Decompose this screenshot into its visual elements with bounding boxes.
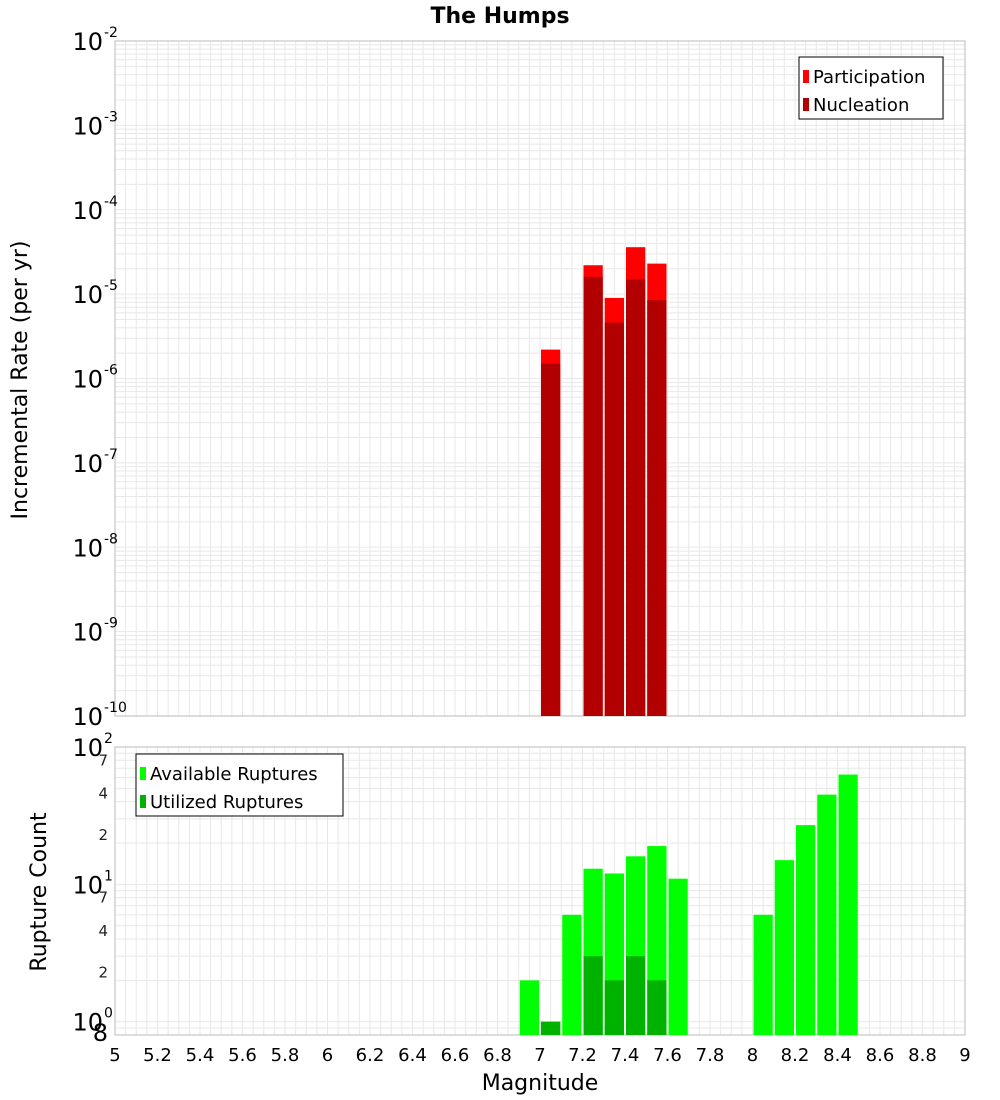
y-minor-tick-label: 4 bbox=[98, 785, 108, 803]
legend-swatch bbox=[803, 70, 809, 83]
y-tick-label: 10 bbox=[72, 281, 103, 309]
x-axis-label: Magnitude bbox=[482, 1071, 599, 1096]
y-tick-label: 10 bbox=[72, 366, 103, 394]
y-minor-tick-label: 7 bbox=[98, 889, 108, 907]
legend-swatch bbox=[803, 98, 809, 111]
bottom-y-axis-label: Rupture Count bbox=[27, 812, 52, 972]
y-minor-tick-label: 8 bbox=[93, 1019, 108, 1047]
legend-box bbox=[798, 56, 944, 120]
legend-label: Utilized Ruptures bbox=[150, 792, 303, 813]
available-bar bbox=[519, 980, 539, 1035]
x-tick-label: 7.8 bbox=[696, 1045, 725, 1066]
legend-box bbox=[135, 753, 344, 817]
legend-label: Available Ruptures bbox=[150, 764, 318, 785]
utilized-bar bbox=[604, 980, 624, 1035]
plot-frame bbox=[114, 746, 966, 1036]
x-tick-label: 7.4 bbox=[611, 1045, 640, 1066]
x-tick-label: 8.6 bbox=[866, 1045, 895, 1066]
utilized-bar bbox=[583, 956, 603, 1035]
y-minor-tick-label: 7 bbox=[98, 751, 108, 769]
utilized-bar bbox=[647, 980, 667, 1035]
y-tick-label: 10 bbox=[72, 871, 103, 899]
top-y-axis-label: Incremental Rate (per yr) bbox=[8, 241, 33, 520]
x-tick-label: 5.2 bbox=[143, 1045, 172, 1066]
y-tick-exponent: -3 bbox=[104, 109, 118, 125]
y-minor-tick-label: 4 bbox=[98, 922, 108, 940]
legend-label: Participation bbox=[813, 67, 925, 88]
nucleation-bar bbox=[583, 276, 603, 716]
x-tick-label: 5.8 bbox=[271, 1045, 300, 1066]
legend-label: Nucleation bbox=[813, 95, 909, 116]
nucleation-bar bbox=[541, 363, 561, 716]
y-tick-label: 10 bbox=[72, 197, 103, 225]
plot-frame bbox=[114, 40, 966, 717]
x-tick-label: 9 bbox=[959, 1045, 970, 1066]
legend-swatch bbox=[140, 767, 146, 780]
y-tick-exponent: -2 bbox=[104, 25, 118, 41]
x-tick-label: 7 bbox=[534, 1045, 545, 1066]
x-tick-label: 5.4 bbox=[186, 1045, 215, 1066]
x-tick-label: 6.6 bbox=[441, 1045, 470, 1066]
y-tick-exponent: 2 bbox=[104, 731, 113, 747]
y-tick-exponent: -6 bbox=[104, 363, 118, 379]
available-bar bbox=[668, 878, 688, 1035]
y-minor-tick-label: 2 bbox=[98, 826, 108, 844]
utilized-bar bbox=[626, 956, 646, 1035]
y-tick-label: 10 bbox=[72, 28, 103, 56]
x-tick-label: 7.2 bbox=[568, 1045, 597, 1066]
y-tick-label: 10 bbox=[72, 734, 103, 762]
x-tick-label: 8 bbox=[747, 1045, 758, 1066]
available-bar bbox=[753, 914, 773, 1035]
available-bar bbox=[817, 794, 837, 1035]
y-tick-label: 10 bbox=[72, 703, 103, 731]
y-tick-exponent: 0 bbox=[104, 1006, 113, 1022]
y-tick-label: 10 bbox=[72, 450, 103, 478]
nucleation-bar bbox=[626, 279, 646, 716]
y-tick-exponent: -7 bbox=[104, 447, 118, 463]
x-tick-label: 6.2 bbox=[356, 1045, 385, 1066]
available-bar bbox=[838, 774, 858, 1035]
y-tick-exponent: 1 bbox=[104, 868, 113, 884]
nucleation-bar bbox=[647, 300, 667, 716]
x-tick-label: 8.4 bbox=[823, 1045, 852, 1066]
available-bar bbox=[562, 914, 582, 1035]
y-tick-label: 10 bbox=[72, 1009, 103, 1037]
available-bar bbox=[796, 825, 816, 1035]
y-tick-exponent: -8 bbox=[104, 531, 118, 547]
legend-swatch bbox=[140, 795, 146, 808]
available-bar bbox=[774, 860, 794, 1035]
y-tick-exponent: -4 bbox=[104, 194, 118, 210]
x-tick-label: 8.2 bbox=[781, 1045, 810, 1066]
y-tick-exponent: -10 bbox=[104, 700, 127, 716]
x-tick-label: 8.8 bbox=[908, 1045, 937, 1066]
y-tick-exponent: -9 bbox=[104, 616, 118, 632]
x-tick-label: 5.6 bbox=[228, 1045, 257, 1066]
y-tick-label: 10 bbox=[72, 112, 103, 140]
x-tick-label: 7.6 bbox=[653, 1045, 682, 1066]
x-tick-label: 6 bbox=[322, 1045, 333, 1066]
y-minor-tick-label: 2 bbox=[98, 963, 108, 981]
y-tick-exponent: -5 bbox=[104, 278, 118, 294]
x-tick-label: 6.8 bbox=[483, 1045, 512, 1066]
x-tick-label: 5 bbox=[109, 1045, 120, 1066]
y-tick-label: 10 bbox=[72, 619, 103, 647]
x-tick-label: 6.4 bbox=[398, 1045, 427, 1066]
y-tick-label: 10 bbox=[72, 534, 103, 562]
utilized-bar bbox=[541, 1021, 561, 1035]
chart-title: The Humps bbox=[430, 4, 569, 29]
nucleation-bar bbox=[604, 322, 624, 716]
